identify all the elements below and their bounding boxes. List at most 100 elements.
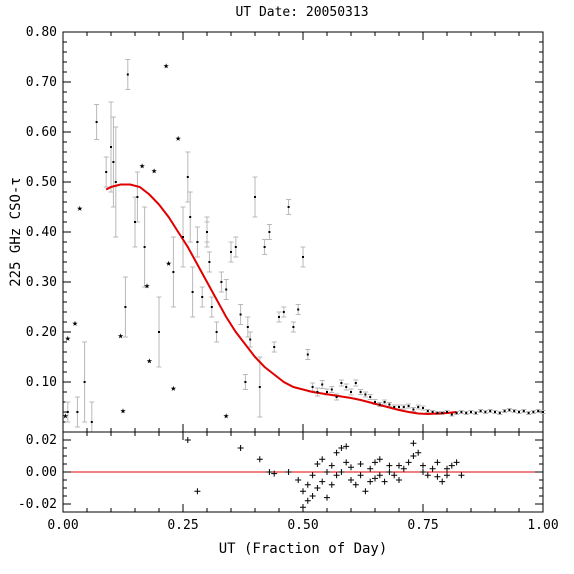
tau-point <box>239 313 242 316</box>
tau-point <box>383 401 386 403</box>
tau-point <box>470 411 472 413</box>
tau-point <box>143 246 146 248</box>
residual-point <box>439 478 446 485</box>
tau-point <box>498 412 501 414</box>
tau-point <box>354 382 357 384</box>
residual-point <box>367 478 374 485</box>
tau-point <box>522 410 525 412</box>
tau-point <box>110 146 112 148</box>
residual-point <box>357 461 364 467</box>
main-axis-ticks: 0.10 0.20 0.30 0.40 0.50 0.60 0.70 0.80 <box>26 25 544 432</box>
tau-point <box>378 403 381 406</box>
tau-point <box>489 410 492 412</box>
tau-point <box>210 306 213 308</box>
tau-point <box>172 271 175 273</box>
residual-point <box>420 469 426 475</box>
x-tick-label: 0.25 <box>167 518 198 533</box>
residual-point <box>309 472 316 479</box>
residual-point <box>434 459 441 466</box>
tau-point <box>263 246 266 248</box>
y-tick-label: 0.20 <box>26 325 57 340</box>
tau-point <box>474 412 477 414</box>
residual-point <box>362 488 369 495</box>
tau-point <box>201 296 204 298</box>
residual-point <box>453 459 460 466</box>
residual-point <box>333 449 340 456</box>
tau-point <box>186 176 189 178</box>
residual-point <box>184 437 191 443</box>
tau-point <box>369 396 372 398</box>
star-point: ★ <box>223 411 229 422</box>
tau-point <box>220 281 223 283</box>
residual-point <box>405 459 412 466</box>
tau-point <box>398 406 400 408</box>
tau-point <box>527 412 530 414</box>
residual-point <box>424 472 431 479</box>
tau-point <box>182 236 184 238</box>
tau-point <box>494 411 496 413</box>
residual-point <box>458 472 465 479</box>
residual-point <box>420 462 426 469</box>
tau-point <box>292 326 295 328</box>
res-y-tick-label: -0.02 <box>18 497 57 512</box>
residual-point <box>372 459 378 466</box>
tau-point <box>479 410 482 412</box>
residual-point <box>304 481 311 488</box>
y-tick-label: 0.80 <box>26 25 57 40</box>
tau-point <box>302 256 304 258</box>
tau-point <box>335 396 338 398</box>
tau-point <box>278 316 280 318</box>
tau-point <box>503 410 506 412</box>
res-y-tick-label: 0.00 <box>26 465 57 480</box>
tau-point <box>282 311 285 313</box>
residual-point <box>410 453 417 459</box>
tau-point <box>254 196 256 198</box>
tau-point <box>388 403 391 406</box>
tau-point <box>446 411 448 413</box>
residual-point <box>304 497 311 504</box>
tau-point <box>66 411 69 413</box>
residual-point <box>367 465 374 472</box>
residual-points <box>184 437 465 511</box>
y-tick-label: 0.40 <box>26 225 57 240</box>
residual-point <box>448 462 455 469</box>
residual-point <box>376 472 383 479</box>
tau-point <box>208 261 211 263</box>
residual-point <box>309 493 316 499</box>
tau-point <box>306 353 309 356</box>
residual-point <box>386 462 393 469</box>
chart-title: UT Date: 20050313 <box>235 5 368 20</box>
tau-point <box>402 406 405 408</box>
tau-point <box>225 288 228 291</box>
residual-point <box>386 469 393 475</box>
tau-point <box>350 391 352 393</box>
residual-point <box>352 481 359 488</box>
star-point: ★ <box>62 411 68 422</box>
residual-point <box>300 504 306 511</box>
x-tick-label: 0.50 <box>287 518 318 533</box>
residual-point <box>434 473 441 480</box>
residual-axis-ticks: -0.02 0.00 0.02 0.00 0.25 0.50 0.75 1.00 <box>18 432 559 533</box>
tau-point <box>215 331 218 333</box>
tau-point <box>460 411 463 413</box>
tau-point <box>311 386 314 388</box>
residual-point <box>328 481 335 488</box>
star-point: ★ <box>175 133 181 144</box>
star-point: ★ <box>72 318 78 329</box>
residual-point <box>256 456 263 463</box>
tau-point <box>465 412 468 414</box>
tau-point <box>364 393 367 396</box>
tau-point <box>455 412 458 414</box>
tau-point <box>189 216 192 218</box>
tau-point <box>321 383 324 386</box>
star-point: ★ <box>166 258 172 269</box>
tau-point <box>407 405 410 407</box>
tau-point <box>326 391 328 393</box>
residual-point <box>444 472 450 479</box>
star-point: ★ <box>118 331 124 342</box>
residual-point <box>400 465 407 472</box>
residual-point <box>324 494 330 501</box>
tau-point <box>230 251 232 253</box>
tau-point <box>340 382 343 384</box>
